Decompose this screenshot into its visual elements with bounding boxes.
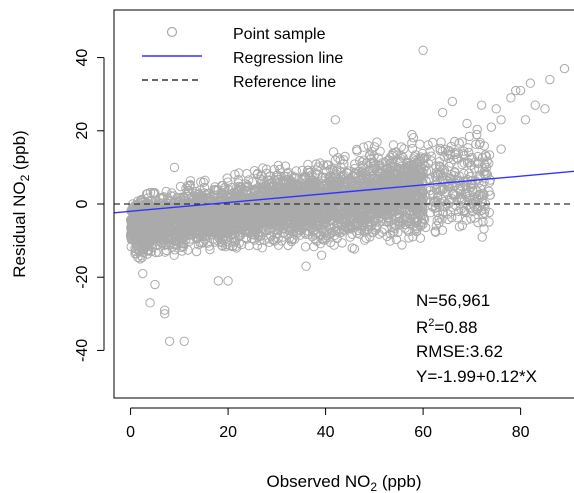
outlier-point-5 xyxy=(179,336,189,346)
outlier-point-12 xyxy=(530,100,540,110)
outlier-point-24 xyxy=(481,151,492,162)
x-tick-label-60: 60 xyxy=(414,424,432,441)
outlier-point-21 xyxy=(472,129,482,140)
outlier-point-35 xyxy=(140,243,150,253)
outlier-point-26 xyxy=(437,107,448,118)
outlier-point-28 xyxy=(379,224,389,235)
x-tick-label-20: 20 xyxy=(219,424,237,441)
y-tick-label--40: -40 xyxy=(74,339,91,362)
x-axis-title: Observed NO2 (ppb) xyxy=(266,472,421,493)
stats-equation: Y=-1.99+0.12*X xyxy=(416,367,537,386)
outlier-point-25 xyxy=(457,137,467,147)
outlier-point-23 xyxy=(496,144,506,154)
outlier-point-4 xyxy=(160,309,170,319)
legend: Point sample Regression line Reference l… xyxy=(142,26,343,91)
outlier-point-1 xyxy=(145,298,155,308)
outlier-point-34 xyxy=(150,279,160,290)
outlier-point-13 xyxy=(506,93,516,103)
plot-area-frame xyxy=(113,9,574,399)
outlier-point-33 xyxy=(169,162,180,173)
stats-rmse: RMSE:3.62 xyxy=(416,342,503,361)
legend-label-reference-line: Reference line xyxy=(233,74,336,91)
y-axis-title: Residual NO2 (ppb) xyxy=(10,130,32,277)
outlier-point-20 xyxy=(496,115,506,125)
y-tick-label-0: 0 xyxy=(74,199,91,208)
y-tick-label-20: 20 xyxy=(74,122,91,140)
outlier-point-30 xyxy=(213,276,224,286)
points-layer xyxy=(125,45,570,346)
x-tick-label-80: 80 xyxy=(512,424,530,441)
x-tick-label-40: 40 xyxy=(317,424,335,441)
outlier-point-3 xyxy=(160,305,170,315)
outlier-point-11 xyxy=(511,85,521,96)
outlier-point-7 xyxy=(559,63,570,74)
y-tick-label-40: 40 xyxy=(74,49,91,67)
outlier-point-6 xyxy=(418,45,428,55)
outlier-point-31 xyxy=(223,276,233,286)
outlier-point-2 xyxy=(138,268,148,279)
stats-annotation: N=56,961 R2=0.88 RMSE:3.62 Y=-1.99+0.12*… xyxy=(416,291,537,386)
stats-r2: R2=0.88 xyxy=(416,317,477,337)
outlier-point-9 xyxy=(525,78,536,88)
outlier-point-8 xyxy=(545,74,555,85)
stats-n: N=56,961 xyxy=(416,291,490,310)
legend-point-symbol xyxy=(166,26,178,38)
legend-label-point-sample: Point sample xyxy=(233,26,326,43)
outlier-point-32 xyxy=(330,115,341,125)
outlier-point-19 xyxy=(486,122,497,132)
outlier-point-29 xyxy=(301,261,311,271)
x-tick-label-0: 0 xyxy=(126,424,135,441)
regression-line xyxy=(113,170,574,214)
outlier-point-17 xyxy=(520,115,531,125)
outlier-point-18 xyxy=(540,104,550,114)
outlier-point-22 xyxy=(462,118,472,129)
outlier-point-27 xyxy=(403,217,414,228)
outlier-point-15 xyxy=(476,100,487,110)
legend-label-regression-line: Regression line xyxy=(233,50,343,67)
outlier-point-16 xyxy=(447,96,458,107)
outlier-point-10 xyxy=(515,85,526,96)
axes-layer: 0 20 40 60 80 -40 -20 0 20 40 xyxy=(74,49,530,441)
outlier-point-0 xyxy=(164,336,175,346)
outlier-point-14 xyxy=(491,104,501,114)
y-tick-label--20: -20 xyxy=(74,266,91,289)
